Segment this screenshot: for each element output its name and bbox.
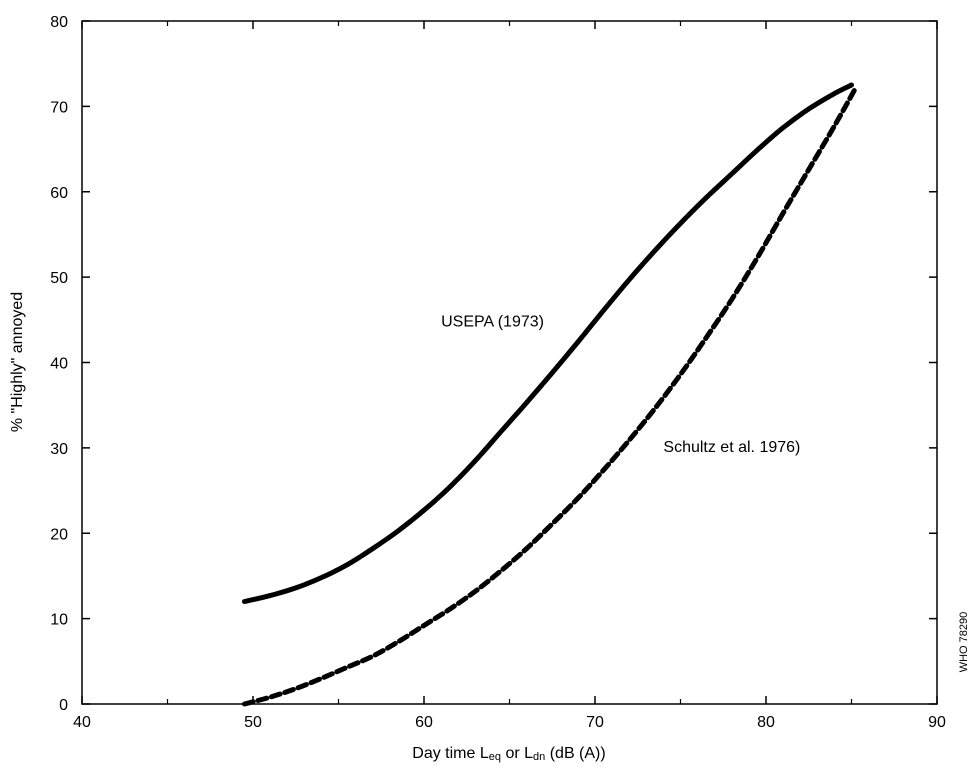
- x-label-subscript: eq: [489, 751, 501, 763]
- y-tick-label: 10: [50, 612, 68, 629]
- x-axis-label: Day time Leq or Ldn (dB (A)): [412, 745, 605, 763]
- x-tick-label: 80: [757, 714, 775, 731]
- y-tick-label: 20: [50, 526, 68, 543]
- y-tick-label: 80: [50, 14, 68, 31]
- series-line-1: [241, 82, 854, 605]
- x-label-subscript: dn: [533, 751, 545, 763]
- x-tick-label: 50: [244, 714, 262, 731]
- x-tick-label: 40: [73, 714, 91, 731]
- figure-id-note: WHO 78290: [958, 612, 970, 673]
- series-layer: [241, 82, 858, 707]
- tick-labels: 40 50 60 70 80 90 0 10 20 30 40 50 60 70 80: [50, 14, 946, 731]
- series-line-2: [241, 86, 858, 707]
- series-annotation-2: Schultz et al. 1976): [663, 439, 800, 456]
- annotations: USEPA (1973) Schultz et al. 1976): [441, 314, 800, 457]
- y-tick-label: 40: [50, 356, 68, 373]
- x-label-text: Day time L: [412, 745, 489, 762]
- x-label-text: or L: [501, 745, 533, 762]
- y-tick-label: 60: [50, 185, 68, 202]
- x-label-text: (dB (A)): [545, 745, 605, 762]
- x-tick-label: 60: [415, 714, 433, 731]
- axis-ticks: [81, 20, 938, 705]
- y-tick-label: 0: [59, 697, 68, 714]
- series-annotation-1: USEPA (1973): [441, 314, 544, 331]
- x-tick-label: 90: [928, 714, 946, 731]
- x-tick-label: 70: [586, 714, 604, 731]
- plot-frame: [81, 20, 938, 705]
- y-tick-label: 50: [50, 270, 68, 287]
- y-tick-label: 30: [50, 441, 68, 458]
- y-axis-label: % "Highly" annoyed: [9, 292, 26, 432]
- y-tick-label: 70: [50, 99, 68, 116]
